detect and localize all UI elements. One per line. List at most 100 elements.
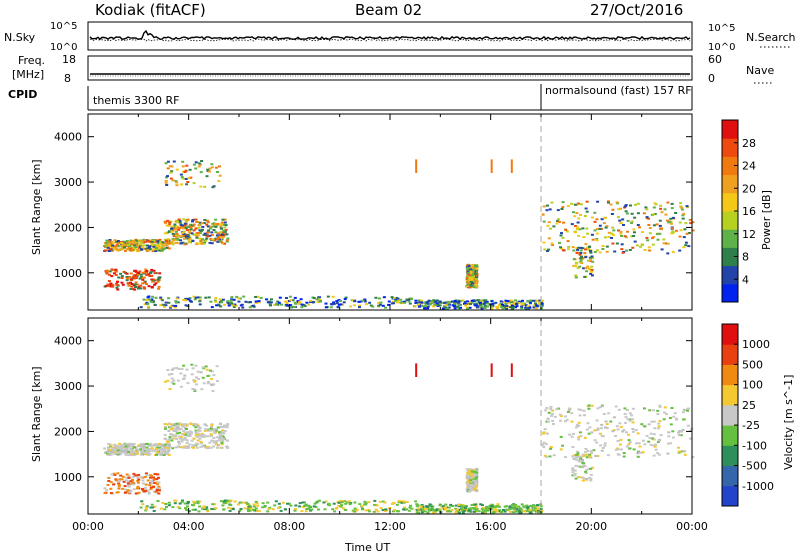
scatter-cell	[203, 429, 207, 432]
scatter-cell	[579, 246, 583, 249]
scatter-cell	[590, 404, 594, 407]
scatter-cell	[310, 508, 314, 511]
scatter-cell	[550, 242, 554, 245]
scatter-cell	[148, 275, 152, 277]
scatter-cell	[223, 233, 227, 236]
scatter-cell	[430, 506, 434, 509]
scatter-cell	[658, 420, 662, 423]
scatter-cell	[163, 305, 166, 308]
scatter-cell	[141, 488, 144, 490]
scatter-cell	[226, 301, 230, 304]
scatter-cell	[301, 501, 305, 504]
scatter-cell	[201, 225, 205, 228]
scatter-cell	[438, 300, 442, 303]
scatter-cell	[379, 301, 383, 304]
scatter-cell	[269, 301, 273, 304]
scatter-cell	[103, 492, 107, 495]
scatter-cell	[599, 432, 602, 435]
scatter-cell	[177, 446, 181, 449]
scatter-cell	[625, 445, 629, 448]
scatter-cell	[180, 440, 184, 443]
scatter-cell	[622, 455, 626, 458]
colorbar-tick-label: 100	[742, 379, 763, 392]
scatter-cell	[472, 478, 476, 481]
scatter-cell	[666, 219, 670, 222]
scatter-cell	[167, 223, 171, 226]
scatter-cell	[581, 227, 585, 230]
scatter-cell	[502, 305, 506, 307]
scatter-cell	[471, 267, 475, 270]
scatter-cell	[163, 232, 167, 235]
scatter-cell	[154, 250, 158, 252]
scatter-cell	[501, 307, 505, 310]
scatter-cell	[588, 453, 592, 456]
scatter-cell	[351, 299, 355, 302]
scatter-cell	[233, 500, 237, 503]
scatter-cell	[623, 205, 627, 208]
scatter-cell	[627, 439, 631, 442]
scatter-cell	[120, 447, 124, 450]
scatter-cell	[414, 500, 418, 503]
scatter-cell	[116, 240, 120, 242]
scatter-cell	[494, 509, 498, 511]
scatter-cell	[135, 277, 138, 279]
scatter-cell	[139, 243, 142, 246]
scatter-cell	[585, 270, 589, 273]
scatter-cell	[139, 247, 143, 250]
scatter-cell	[159, 296, 163, 299]
scatter-cell	[468, 469, 471, 472]
scatter-cell	[171, 238, 175, 240]
scatter-cell	[130, 285, 134, 288]
scatter-cell	[211, 390, 215, 392]
scatter-cell	[590, 269, 594, 271]
scatter-cell	[145, 270, 149, 273]
scatter-cell	[410, 507, 414, 510]
scatter-cell	[147, 492, 151, 495]
scatter-cell	[420, 508, 424, 511]
scatter-cell	[161, 502, 165, 504]
cpid-segment-1: normalsound (fast) 157 RF	[545, 84, 692, 97]
scatter-cell	[452, 305, 456, 307]
scatter-cell	[671, 436, 675, 439]
scatter-cell	[691, 229, 695, 232]
scatter-cell	[161, 443, 165, 446]
scatter-cell	[193, 388, 197, 391]
scatter-cell	[585, 469, 589, 471]
scatter-cell	[195, 234, 199, 237]
scatter-cell	[614, 405, 618, 408]
scatter-cell	[559, 448, 563, 451]
scatter-cell	[574, 274, 578, 277]
scatter-cell	[142, 244, 145, 247]
scatter-cell	[175, 181, 179, 184]
nave-tick-bottom: 0	[708, 72, 715, 85]
scatter-cell	[219, 225, 223, 228]
scatter-cell	[340, 501, 344, 504]
scatter-cell	[573, 469, 577, 472]
scatter-cell	[280, 303, 283, 306]
scatter-cell	[457, 307, 461, 310]
scatter-cell	[194, 429, 198, 432]
scatter-cell	[135, 239, 139, 242]
scatter-cell	[582, 477, 586, 480]
scatter-cell	[165, 176, 168, 179]
scatter-cell	[286, 502, 289, 505]
scatter-cell	[659, 204, 663, 207]
scatter-cell	[187, 501, 190, 504]
scatter-cell	[274, 302, 278, 305]
scatter-cell	[192, 423, 196, 425]
scatter-cell	[164, 242, 168, 245]
scatter-cell	[367, 508, 371, 511]
scatter-cell	[495, 307, 499, 310]
scatter-cell	[203, 219, 207, 221]
scatter-cell	[228, 302, 232, 305]
scatter-cell	[204, 365, 208, 368]
scatter-cell	[277, 507, 281, 509]
scatter-cell	[443, 508, 447, 511]
scatter-cell	[479, 300, 483, 303]
scatter-cell	[182, 230, 186, 233]
scatter-cell	[343, 500, 347, 503]
scatter-cell	[159, 452, 163, 455]
scatter-cell	[124, 445, 128, 448]
scatter-cell	[276, 300, 280, 303]
